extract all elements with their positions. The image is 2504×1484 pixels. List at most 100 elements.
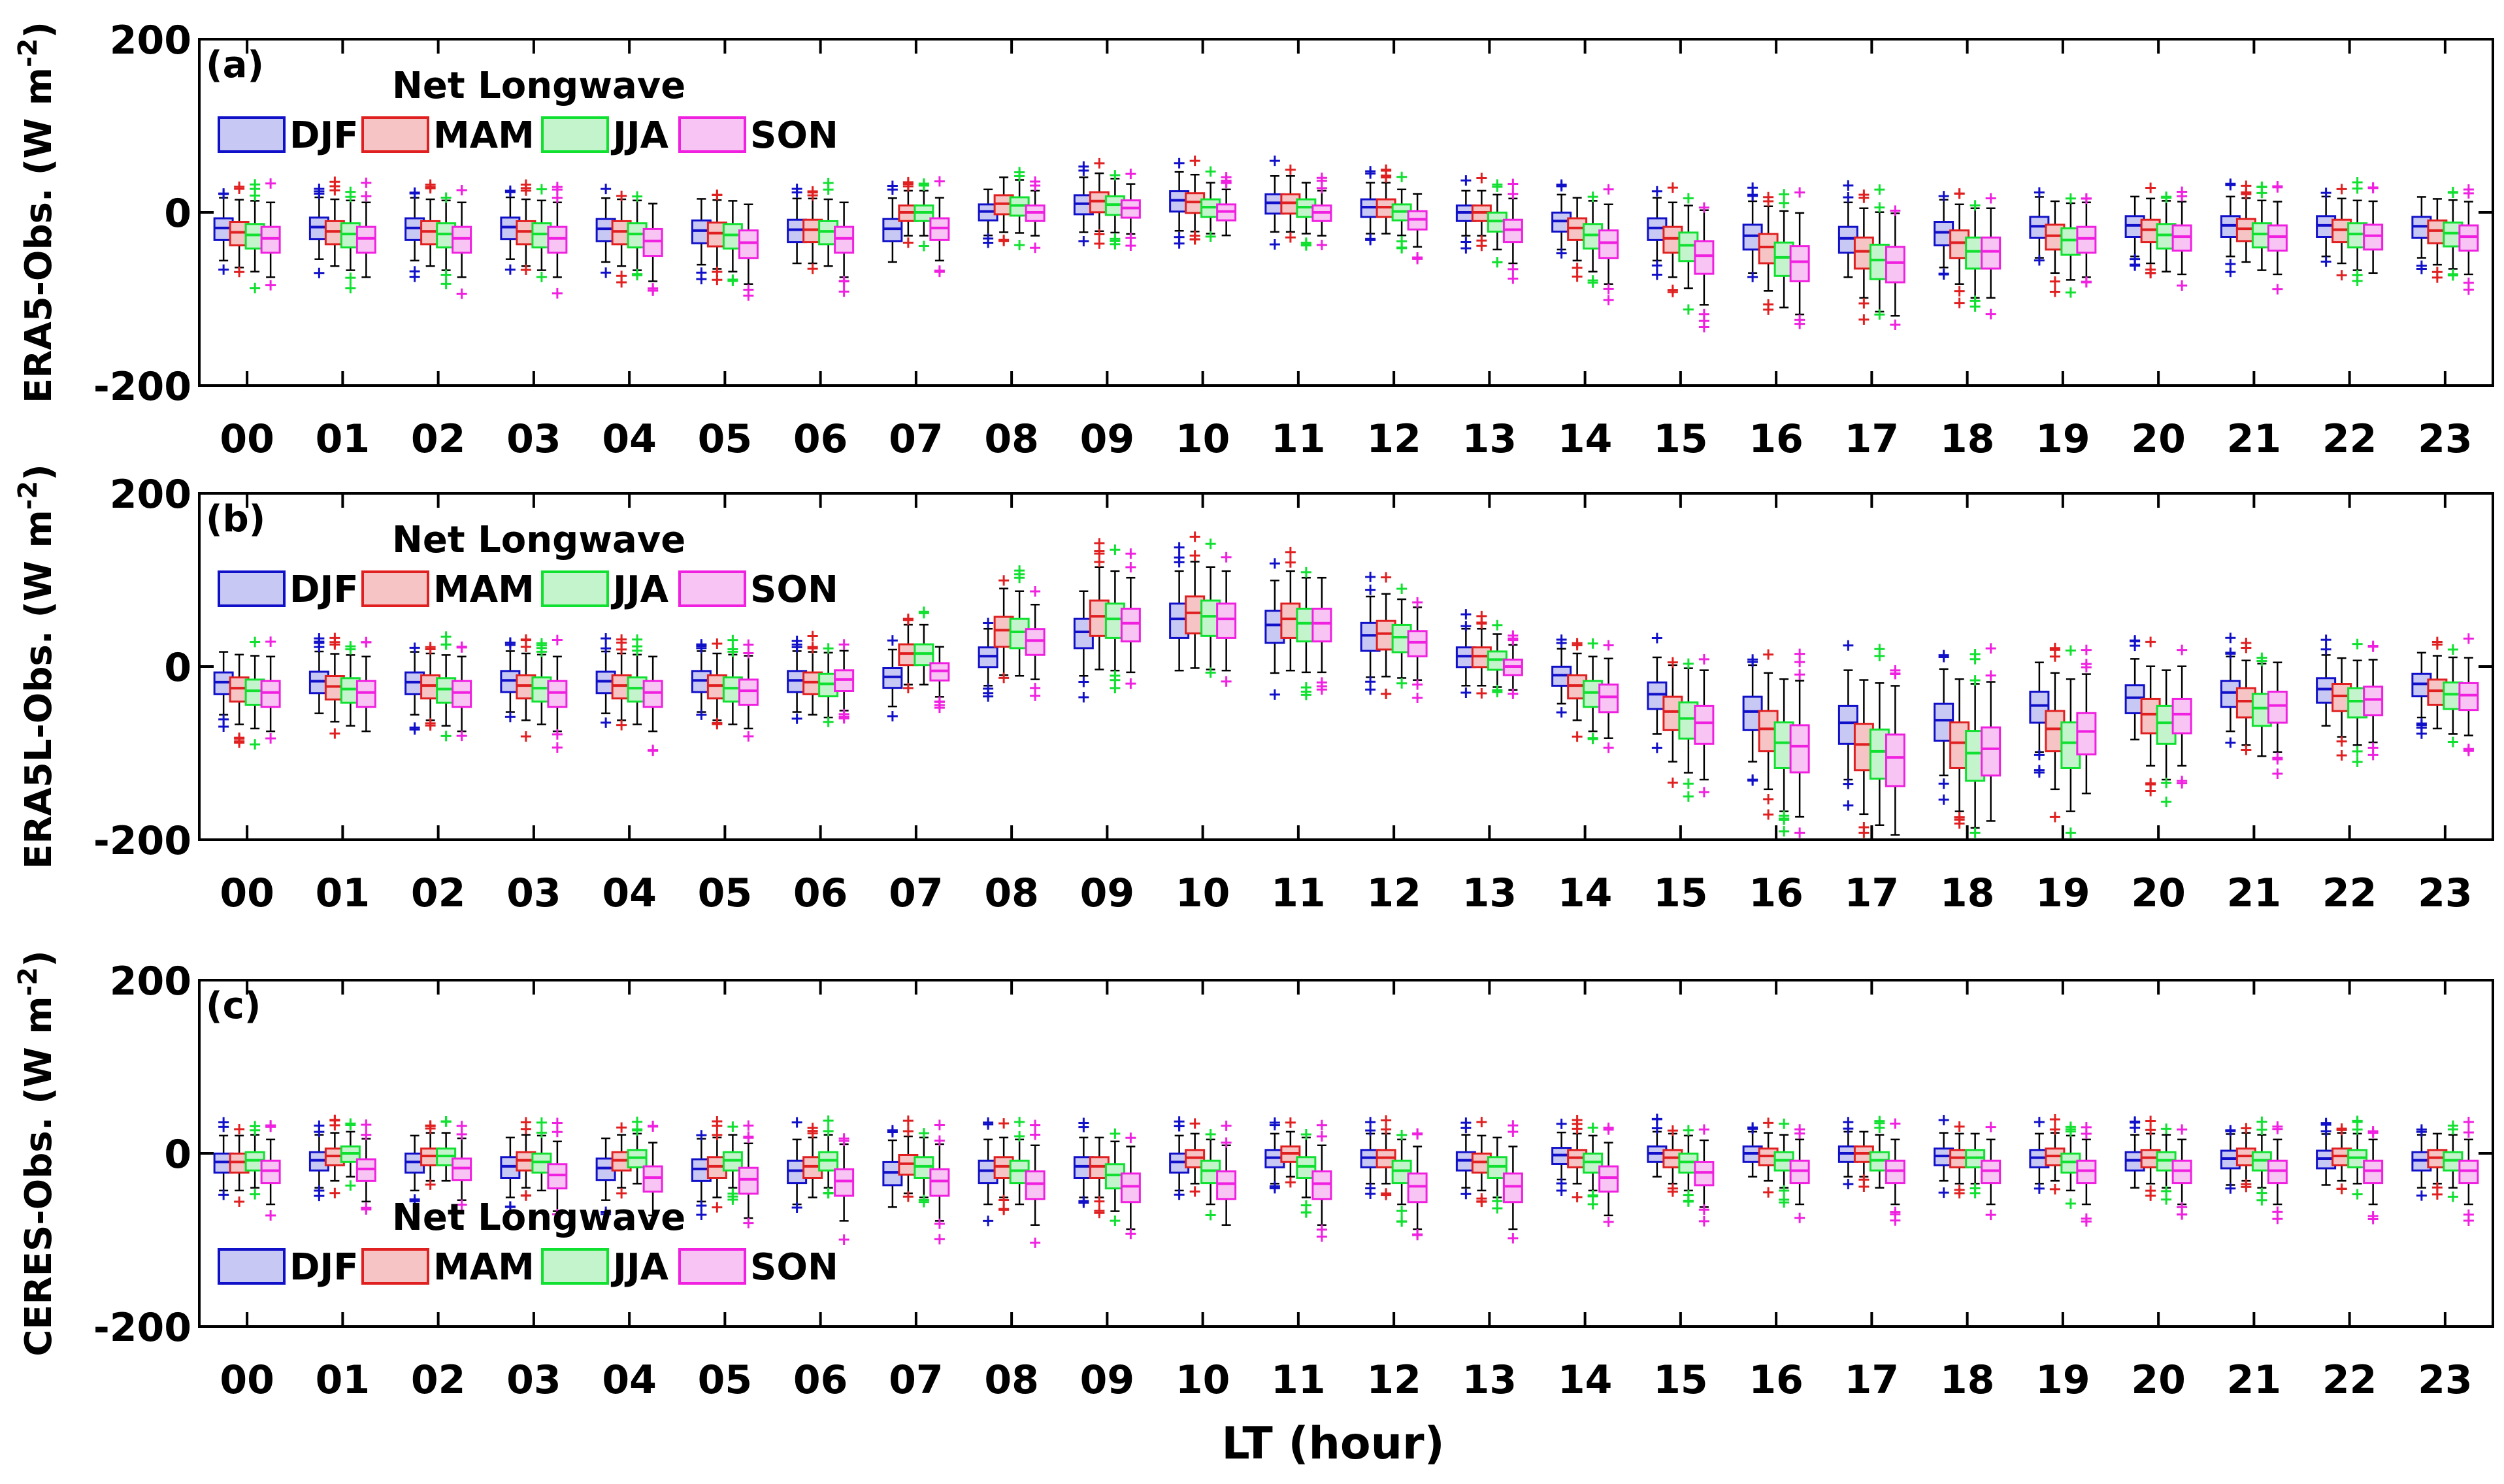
outlier-marker [234, 733, 245, 744]
outlier-marker [234, 1123, 245, 1134]
outlier-marker [1858, 1174, 1870, 1185]
outlier-marker [712, 266, 723, 277]
box-SON-18 [1981, 643, 2002, 822]
outlier-marker [2320, 188, 2331, 199]
outlier-marker [902, 1115, 914, 1127]
outlier-marker [2049, 276, 2060, 287]
y-tick-label: 200 [110, 18, 191, 63]
outlier-marker [2034, 1183, 2045, 1194]
box-DJF-07 [882, 180, 903, 263]
y-tick-label: -200 [93, 364, 191, 410]
outlier-marker [2463, 633, 2474, 644]
outlier-marker [1365, 168, 1376, 179]
outlier-marker [791, 639, 802, 650]
box-JJA-05 [722, 1121, 743, 1205]
outlier-marker [807, 186, 818, 197]
box-JJA-11 [1296, 1129, 1317, 1218]
outlier-marker [696, 267, 707, 278]
outlier-marker [552, 192, 563, 203]
outlier-marker [2177, 191, 2188, 202]
outlier-marker [696, 1209, 707, 1220]
outlier-marker [1587, 733, 1598, 744]
outlier-marker [1014, 1117, 1025, 1128]
outlier-marker [1014, 1130, 1025, 1142]
y-tick-label: -200 [93, 818, 191, 864]
outlier-marker [520, 1123, 531, 1134]
outlier-marker [409, 642, 420, 653]
outlier-marker [2177, 1209, 2188, 1220]
box-DJF-19 [2029, 187, 2050, 266]
outlier-marker [1174, 157, 1185, 169]
outlier-marker [712, 717, 723, 729]
outlier-marker [2034, 1117, 2045, 1128]
outlier-marker [1094, 157, 1105, 169]
outlier-marker [1747, 271, 1758, 282]
outlier-marker [791, 1202, 802, 1213]
box-SON-07 [929, 646, 950, 714]
box-DJF-20 [2124, 1116, 2145, 1189]
outlier-marker [632, 270, 643, 281]
legend-swatch-DJF [218, 116, 286, 153]
outlier-marker [743, 639, 754, 650]
outlier-marker [887, 635, 898, 646]
x-tick-label: 22 [2322, 1357, 2377, 1403]
box-body [355, 225, 376, 254]
box-JJA-11 [1296, 182, 1317, 251]
outlier-marker [1269, 1183, 1280, 1194]
legend-label-SON: SON [750, 1246, 838, 1289]
outlier-marker [838, 276, 849, 287]
box-JJA-07 [914, 606, 934, 685]
box-body [355, 680, 376, 708]
box-DJF-19 [2029, 661, 2050, 778]
outlier-marker [2463, 1215, 2474, 1227]
outlier-marker [2352, 1189, 2363, 1200]
outlier-marker [998, 672, 1010, 684]
outlier-marker [425, 644, 436, 655]
outlier-marker [2161, 192, 2172, 203]
x-tick-label: 05 [698, 416, 753, 462]
outlier-marker [998, 1195, 1010, 1206]
box-SON-13 [1502, 630, 1523, 699]
box-SON-08 [1025, 1119, 1046, 1248]
outlier-marker [648, 1121, 659, 1132]
box-MAM-06 [802, 631, 823, 716]
outlier-marker [1476, 688, 1487, 699]
box-body [1694, 240, 1715, 275]
outlier-marker [1030, 1119, 1041, 1130]
outlier-marker [2256, 182, 2267, 193]
outlier-marker [2130, 254, 2141, 265]
outlier-marker [1189, 230, 1200, 241]
outlier-marker [250, 636, 261, 648]
x-tick-label: 20 [2131, 1357, 2186, 1403]
outlier-marker [2447, 1191, 2458, 1202]
outlier-marker [1412, 252, 1423, 263]
legend-title: Net Longwave [392, 519, 685, 561]
outlier-marker [1078, 691, 1089, 702]
x-tick-label: 09 [1080, 416, 1135, 462]
outlier-marker [902, 237, 914, 248]
outlier-marker [2336, 270, 2347, 281]
box-DJF-21 [2220, 178, 2241, 278]
outlier-marker [791, 1117, 802, 1128]
outlier-marker [1572, 1114, 1583, 1125]
outlier-marker [601, 633, 612, 644]
outlier-marker [2065, 287, 2076, 298]
outlier-marker [234, 1196, 245, 1208]
outlier-marker [838, 286, 849, 297]
box-MAM-14 [1567, 638, 1588, 742]
outlier-marker [1030, 585, 1041, 597]
outlier-marker [1763, 1117, 1774, 1129]
outlier-marker [552, 1127, 563, 1138]
outlier-marker [1763, 794, 1774, 805]
outlier-marker [2256, 652, 2267, 663]
outlier-marker [1603, 184, 1614, 195]
outlier-marker [1651, 1123, 1662, 1134]
box-MAM-13 [1471, 173, 1492, 252]
box-SON-15 [1694, 653, 1715, 798]
outlier-marker [1938, 1187, 1949, 1198]
outlier-marker [1985, 670, 1996, 681]
outlier-marker [1094, 538, 1105, 549]
x-tick-label: 17 [1845, 1357, 1900, 1403]
outlier-marker [2463, 744, 2474, 755]
outlier-marker [2081, 1121, 2092, 1132]
